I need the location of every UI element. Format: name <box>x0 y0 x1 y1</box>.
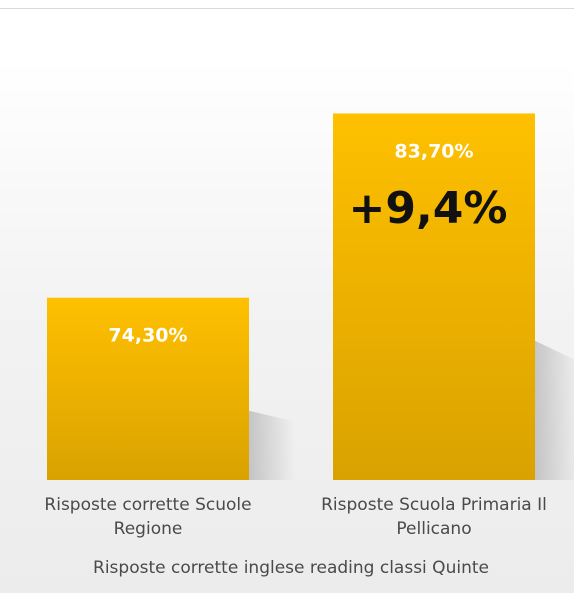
bar-shadow <box>249 410 295 480</box>
category-label-1: Risposte corrette Scuole <box>44 495 251 515</box>
bar-shadows <box>249 340 574 480</box>
bar-2 <box>333 113 535 480</box>
bar-shadow <box>535 340 574 480</box>
x-axis-title: Risposte corrette inglese reading classi… <box>93 558 489 578</box>
bar-1 <box>47 297 249 480</box>
data-labels: 74,30% 83,70% <box>108 140 473 346</box>
category-label-2: Pellicano <box>396 519 471 539</box>
category-labels: Risposte corrette Scuole Regione Risposte … <box>44 495 546 539</box>
category-label-2: Risposte Scuola Primaria Il <box>321 495 547 515</box>
top-divider <box>0 0 574 9</box>
bars <box>47 113 535 480</box>
difference-annotation: +9,4% <box>349 183 508 234</box>
data-label-2: 83,70% <box>394 140 473 162</box>
category-label-1: Regione <box>114 519 183 539</box>
data-label-1: 74,30% <box>108 325 187 347</box>
